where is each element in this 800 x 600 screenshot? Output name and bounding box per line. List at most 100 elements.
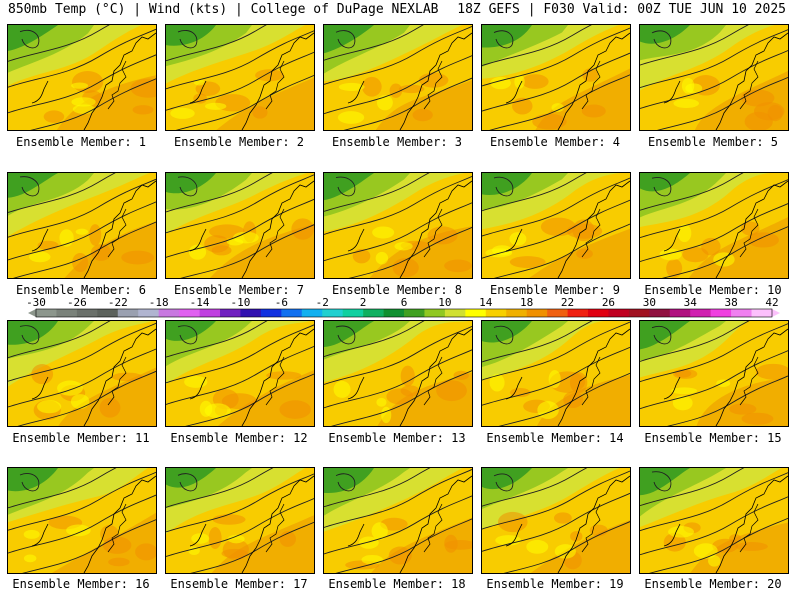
contour-line xyxy=(482,321,630,381)
contour-line xyxy=(640,472,788,532)
coastline xyxy=(581,60,601,110)
ensemble-member-map xyxy=(481,172,631,279)
color-scale-swatch xyxy=(240,309,262,317)
color-scale-swatch xyxy=(56,309,78,317)
hot-spot xyxy=(747,232,779,248)
hot-spot xyxy=(569,372,588,394)
coastline xyxy=(663,80,681,104)
warm-spot xyxy=(188,546,200,556)
coastline xyxy=(739,60,759,110)
cold-field xyxy=(324,321,374,348)
ensemble-member-label: Ensemble Member: 11 xyxy=(12,431,150,445)
temperature-map xyxy=(324,173,472,278)
contour-line xyxy=(166,324,314,384)
contour-line xyxy=(8,28,156,88)
warm-spot xyxy=(333,380,351,398)
hot-spot xyxy=(193,93,208,104)
ensemble-member-map xyxy=(323,172,473,279)
warm-spot xyxy=(673,98,700,108)
hot-spot xyxy=(130,78,156,98)
hot-spot xyxy=(666,258,683,278)
color-scale-swatch xyxy=(547,309,568,317)
contour-line xyxy=(503,521,630,573)
hot-spot xyxy=(744,111,773,130)
coastline xyxy=(505,228,523,252)
color-scale-tick-label: -26 xyxy=(67,296,87,309)
coastline xyxy=(241,180,314,278)
hot-spot xyxy=(252,106,268,119)
warm-spot xyxy=(489,373,505,392)
warm-spot xyxy=(376,95,393,111)
cold-field xyxy=(166,321,216,341)
warm-spot xyxy=(526,539,549,554)
warm-spot xyxy=(66,524,91,537)
color-scale-swatch xyxy=(710,309,732,317)
contour-line xyxy=(482,27,630,87)
hot-spot xyxy=(279,400,312,419)
color-scale-tick-label: -30 xyxy=(26,296,46,309)
ensemble-member-map xyxy=(639,467,789,574)
hot-spot xyxy=(740,89,775,107)
coastline xyxy=(557,328,630,426)
hot-spot xyxy=(99,397,121,418)
warm-spot xyxy=(191,533,210,544)
color-scale-swatch xyxy=(199,309,221,317)
color-scale-swatch xyxy=(444,309,466,317)
color-scale-tick-label: 2 xyxy=(360,296,367,309)
cold-field xyxy=(8,173,58,198)
ensemble-member-label: Ensemble Member: 20 xyxy=(644,577,782,591)
contour-line xyxy=(335,325,356,345)
ensemble-member-map xyxy=(165,320,315,427)
contour-line xyxy=(185,373,314,426)
contour-line xyxy=(19,325,40,345)
ensemble-member-label: Ensemble Member: 16 xyxy=(12,577,150,591)
contour-line xyxy=(482,321,593,363)
temperature-map xyxy=(640,321,788,426)
coastline xyxy=(581,503,601,553)
contour-line xyxy=(482,25,592,67)
color-scale-swatch xyxy=(567,309,589,317)
hot-spot xyxy=(412,108,433,122)
contour-line xyxy=(661,226,788,278)
coastline xyxy=(83,328,156,426)
coastline xyxy=(31,228,49,252)
contour-line xyxy=(8,178,156,238)
contour-line xyxy=(166,473,314,533)
warm-spot xyxy=(668,526,695,538)
cold-field xyxy=(482,321,532,343)
hot-spot xyxy=(222,539,250,560)
temperature-map xyxy=(8,173,156,278)
color-scale-swatch xyxy=(690,309,711,317)
temperature-color-scale: -30 -26 -22 -18 -14 -10 -6 -2 2 6 10 14 18 22 26 30 34 38… xyxy=(26,296,780,318)
ensemble-member-label: Ensemble Member: 14 xyxy=(486,431,624,445)
scale-right-arrow xyxy=(772,309,780,317)
hot-spot xyxy=(72,252,89,273)
warm-spot xyxy=(509,232,527,246)
contour-line xyxy=(640,496,788,556)
contour-line xyxy=(8,494,156,554)
coastline xyxy=(715,32,788,130)
ensemble-member-map xyxy=(323,24,473,131)
warm-spot xyxy=(376,397,387,407)
color-scale-tick-label: 34 xyxy=(684,296,698,309)
hot-spot xyxy=(755,363,788,380)
ensemble-member-label: Ensemble Member: 2 xyxy=(173,135,305,149)
hot-spot xyxy=(729,403,757,415)
contour-line xyxy=(482,470,630,530)
contour-line xyxy=(324,202,472,262)
coastline xyxy=(505,376,523,400)
ensemble-member-label: Ensemble Member: 15 xyxy=(644,431,782,445)
warm-spot xyxy=(204,102,227,110)
ensemble-member-map xyxy=(7,172,157,279)
hot-spot xyxy=(589,524,608,537)
contour-line xyxy=(651,177,672,197)
ensemble-member-label: Ensemble Member: 13 xyxy=(328,431,466,445)
contour-line xyxy=(177,325,198,345)
hot-spot xyxy=(566,223,603,239)
temperature-map xyxy=(482,173,630,278)
hot-spot xyxy=(266,371,302,380)
contour-line xyxy=(8,201,156,261)
contour-line xyxy=(640,323,788,383)
hot-spot xyxy=(400,385,420,397)
color-scale-swatch xyxy=(36,309,57,317)
